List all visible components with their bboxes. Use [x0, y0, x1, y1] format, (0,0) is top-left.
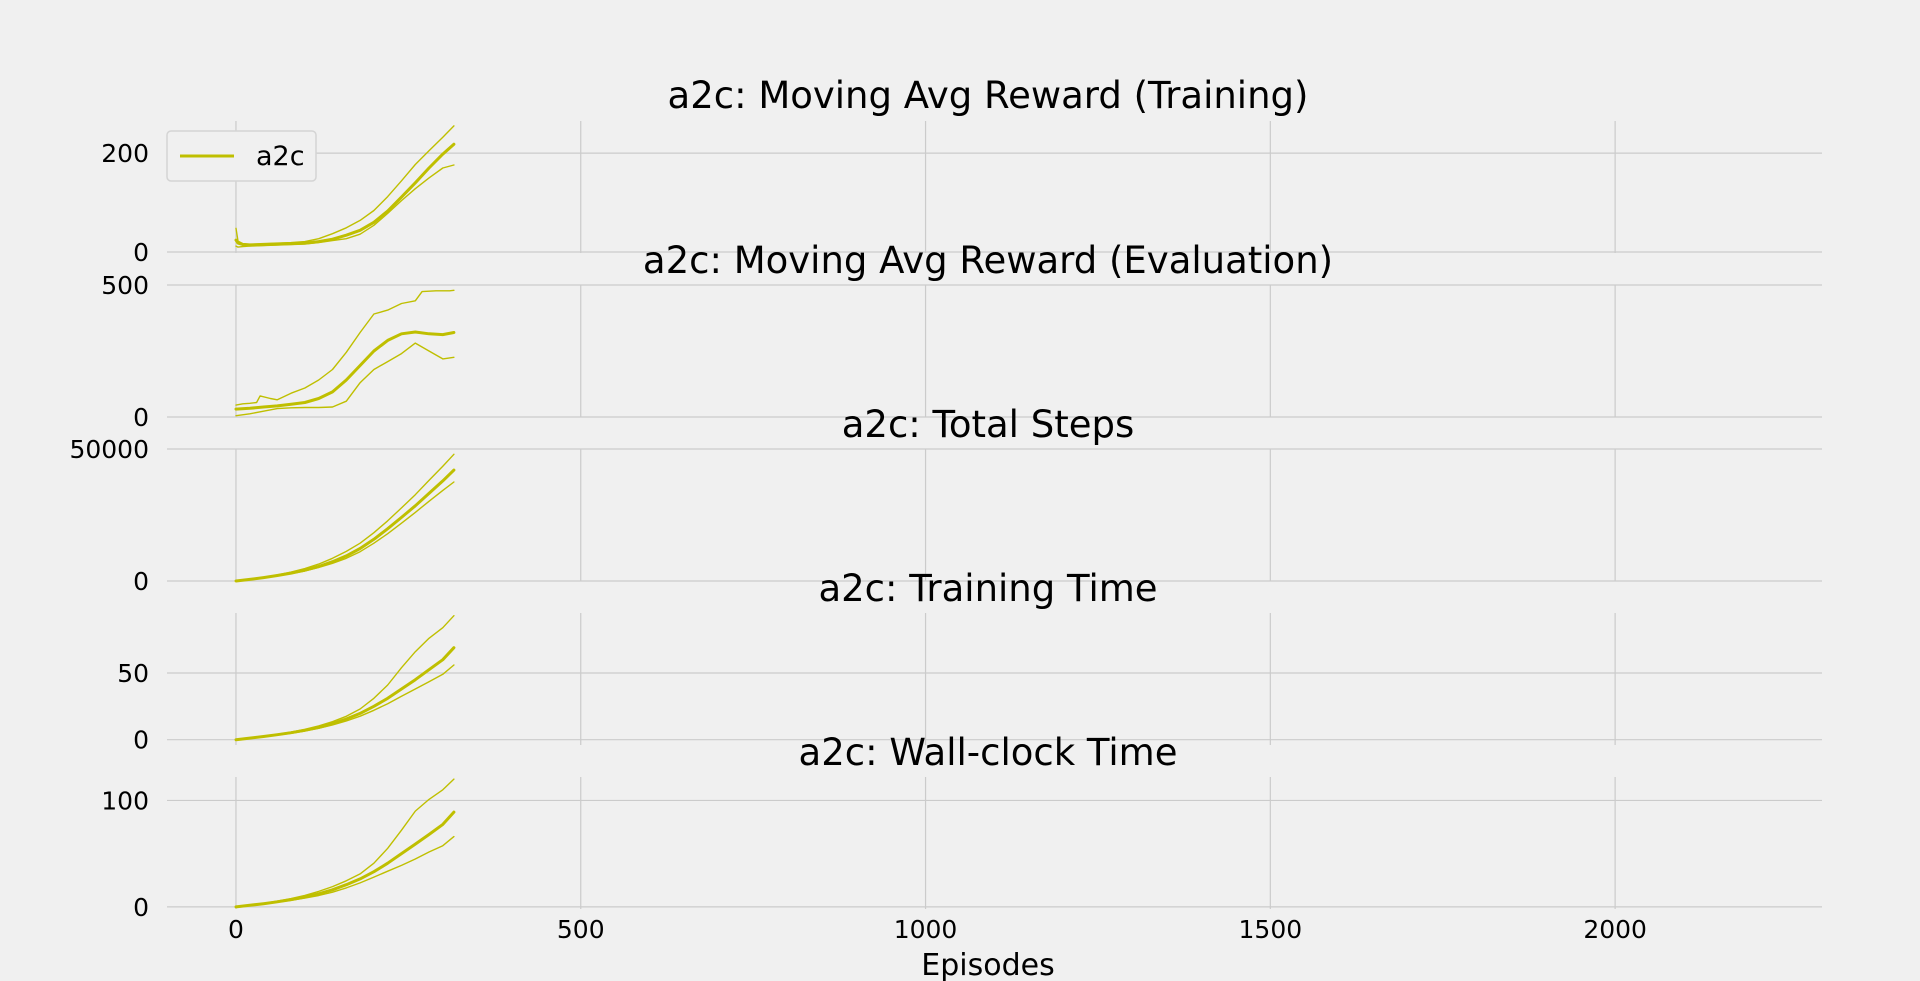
subplot-5: 0 100 a2c: Wall-clock Time — [101, 731, 1822, 922]
series-line-upper — [235, 778, 455, 908]
y-tick-label: 50 — [117, 659, 149, 688]
y-tick-label: 100 — [101, 786, 149, 815]
x-tick-label: 1500 — [1239, 915, 1303, 944]
legend-box — [166, 130, 317, 182]
chart-title: a2c: Total Steps — [842, 403, 1134, 446]
subplot-2: 0 500 a2c: Moving Avg Reward (Evaluation) — [101, 239, 1822, 432]
subplot-4: 0 50 a2c: Training Time — [117, 567, 1822, 755]
x-tick-label: 2000 — [1583, 915, 1647, 944]
y-tick-label: 0 — [133, 403, 149, 432]
chart-title: a2c: Wall-clock Time — [799, 731, 1178, 774]
y-tick-label: 0 — [133, 893, 149, 922]
chart-title: a2c: Moving Avg Reward (Evaluation) — [643, 239, 1333, 282]
series-line-lower — [235, 664, 455, 741]
series-line-lower — [235, 164, 455, 248]
chart-title: a2c: Moving Avg Reward (Training) — [668, 74, 1309, 117]
series-line-mean — [234, 142, 456, 247]
x-tick-label: 500 — [557, 915, 605, 944]
y-tick-label: 500 — [101, 271, 149, 300]
subplot-1: 0 200 a2c: Moving Avg Reward (Training) — [101, 74, 1822, 267]
series-line-upper — [235, 453, 455, 582]
x-tick-label: 0 — [228, 915, 244, 944]
series-line-lower — [235, 481, 455, 582]
y-tick-label: 0 — [133, 238, 149, 267]
subplot-3: 0 50000 a2c: Total Steps — [69, 403, 1822, 596]
series-line-lower — [235, 342, 455, 417]
chart-title: a2c: Training Time — [818, 567, 1157, 610]
y-tick-label: 0 — [133, 726, 149, 755]
y-tick-label: 50000 — [69, 435, 149, 464]
series-line-upper — [235, 289, 455, 406]
series-line-mean — [234, 330, 456, 411]
x-axis-label: Episodes — [921, 948, 1054, 981]
series-line-upper — [235, 125, 455, 245]
y-tick-label: 0 — [133, 567, 149, 596]
y-tick-label: 200 — [101, 139, 149, 168]
legend: a2c — [166, 130, 317, 182]
series-line-lower — [235, 835, 455, 908]
x-tick-label: 1000 — [894, 915, 958, 944]
legend-label: a2c — [256, 141, 305, 172]
